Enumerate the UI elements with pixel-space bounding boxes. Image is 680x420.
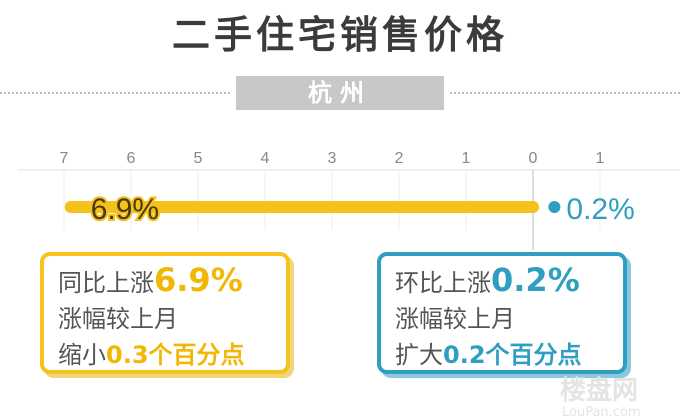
yoy-value: 6.9%	[154, 261, 243, 299]
mom-line3-value: 0.2个百分点	[443, 341, 582, 369]
tick-label: 1	[462, 150, 471, 167]
mom-box: 环比上涨0.2% 涨幅较上月 扩大0.2个百分点	[377, 252, 627, 374]
tick-label: 2	[395, 150, 404, 167]
mom-point	[548, 201, 561, 213]
mom-label: 环比上涨	[395, 269, 491, 297]
yoy-data-label: 6.9%	[91, 193, 159, 226]
yoy-line2: 涨幅较上月	[58, 305, 178, 333]
yoy-line3-value: 0.3个百分点	[106, 341, 245, 369]
tick-label: 1	[596, 150, 605, 167]
tick-label: 5	[194, 150, 203, 167]
tick-label: 6	[127, 150, 136, 167]
divider	[0, 92, 230, 94]
tick-label: 3	[328, 150, 337, 167]
tick-label: 4	[261, 150, 270, 167]
watermark-logo: 楼盘网	[560, 376, 639, 406]
mom-value: 0.2%	[491, 261, 580, 299]
yoy-box: 同比上涨6.9% 涨幅较上月 缩小0.3个百分点	[40, 252, 290, 374]
yoy-label: 同比上涨	[58, 269, 154, 297]
page-title: 二手住宅销售价格	[171, 13, 508, 57]
watermark-url: LouPan.com	[562, 405, 641, 420]
divider	[450, 92, 680, 94]
tick-label: 0	[529, 150, 538, 167]
mom-line3-label: 扩大	[395, 341, 443, 369]
mom-data-label: 0.2%	[566, 193, 634, 226]
mom-line2: 涨幅较上月	[395, 305, 515, 333]
city-banner: 杭州	[236, 76, 444, 110]
bar-chart: 7 6 5 4 3 2 1 0 1 6.9% 0.2%	[18, 150, 680, 250]
yoy-line3-label: 缩小	[58, 341, 106, 369]
tick-label: 7	[60, 150, 69, 167]
